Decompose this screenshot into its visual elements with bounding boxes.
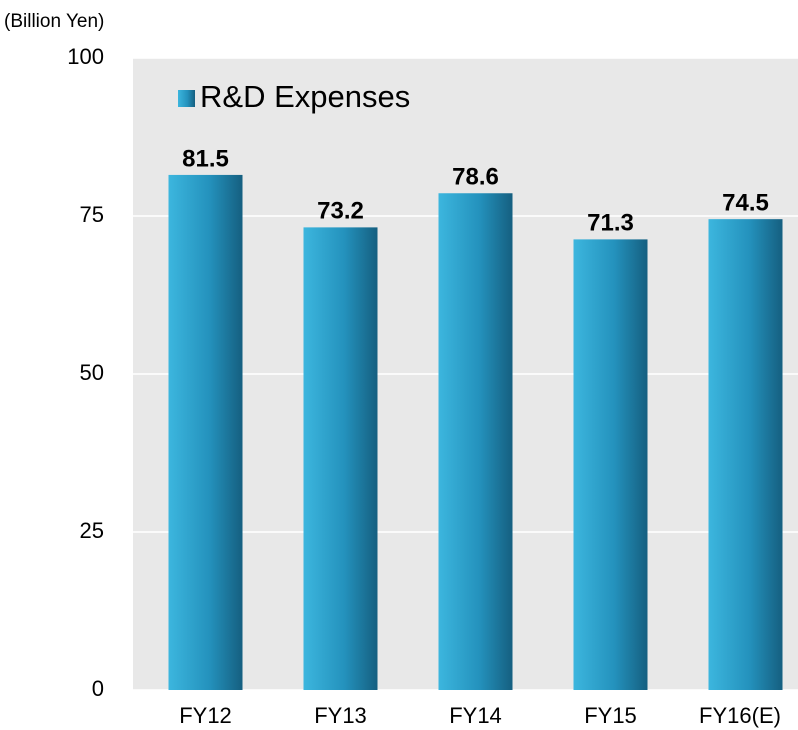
y-tick-label: 75 bbox=[80, 202, 104, 227]
data-label: 78.6 bbox=[452, 164, 499, 191]
y-tick-label: 50 bbox=[80, 360, 104, 385]
x-tick-label: FY14 bbox=[449, 703, 502, 728]
y-tick-label: 0 bbox=[92, 676, 104, 701]
x-tick-label: FY13 bbox=[314, 703, 367, 728]
y-tick-label: 100 bbox=[67, 44, 104, 69]
x-tick-label: FY16(E) bbox=[699, 703, 781, 728]
x-tick-label: FY12 bbox=[179, 703, 232, 728]
legend-swatch bbox=[178, 90, 195, 107]
x-tick-label: FY15 bbox=[584, 703, 637, 728]
bar bbox=[168, 174, 243, 691]
data-label: 81.5 bbox=[182, 145, 229, 172]
bar bbox=[708, 219, 783, 690]
data-label: 73.2 bbox=[317, 198, 364, 225]
data-label: 74.5 bbox=[722, 190, 769, 217]
y-tick-label: 25 bbox=[80, 518, 104, 543]
legend-label: R&D Expenses bbox=[200, 79, 410, 114]
bar bbox=[303, 227, 378, 690]
y-axis-label: (Billion Yen) bbox=[4, 11, 104, 32]
bar bbox=[438, 193, 513, 691]
bar bbox=[573, 239, 648, 690]
data-label: 71.3 bbox=[587, 210, 634, 237]
